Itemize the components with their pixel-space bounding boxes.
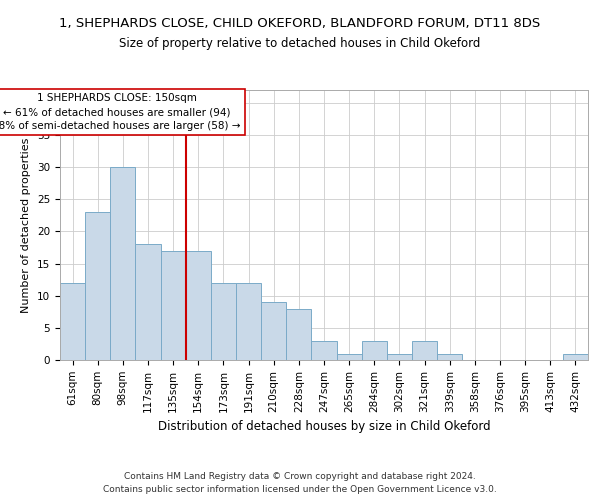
X-axis label: Distribution of detached houses by size in Child Okeford: Distribution of detached houses by size … <box>158 420 490 433</box>
Text: Size of property relative to detached houses in Child Okeford: Size of property relative to detached ho… <box>119 38 481 51</box>
Text: 1 SHEPHARDS CLOSE: 150sqm
← 61% of detached houses are smaller (94)
38% of semi-: 1 SHEPHARDS CLOSE: 150sqm ← 61% of detac… <box>0 93 241 131</box>
Bar <box>236 283 261 360</box>
Bar <box>337 354 362 360</box>
Bar <box>311 340 337 360</box>
Bar <box>211 283 236 360</box>
Text: Contains public sector information licensed under the Open Government Licence v3: Contains public sector information licen… <box>103 484 497 494</box>
Bar <box>60 283 85 360</box>
Bar <box>261 302 286 360</box>
Bar <box>437 354 462 360</box>
Bar <box>362 340 387 360</box>
Bar <box>136 244 161 360</box>
Bar <box>161 250 186 360</box>
Bar <box>286 308 311 360</box>
Bar <box>387 354 412 360</box>
Text: Contains HM Land Registry data © Crown copyright and database right 2024.: Contains HM Land Registry data © Crown c… <box>124 472 476 481</box>
Bar <box>110 167 136 360</box>
Bar <box>412 340 437 360</box>
Bar <box>563 354 588 360</box>
Text: 1, SHEPHARDS CLOSE, CHILD OKEFORD, BLANDFORD FORUM, DT11 8DS: 1, SHEPHARDS CLOSE, CHILD OKEFORD, BLAND… <box>59 18 541 30</box>
Bar <box>85 212 110 360</box>
Y-axis label: Number of detached properties: Number of detached properties <box>22 138 31 312</box>
Bar <box>186 250 211 360</box>
